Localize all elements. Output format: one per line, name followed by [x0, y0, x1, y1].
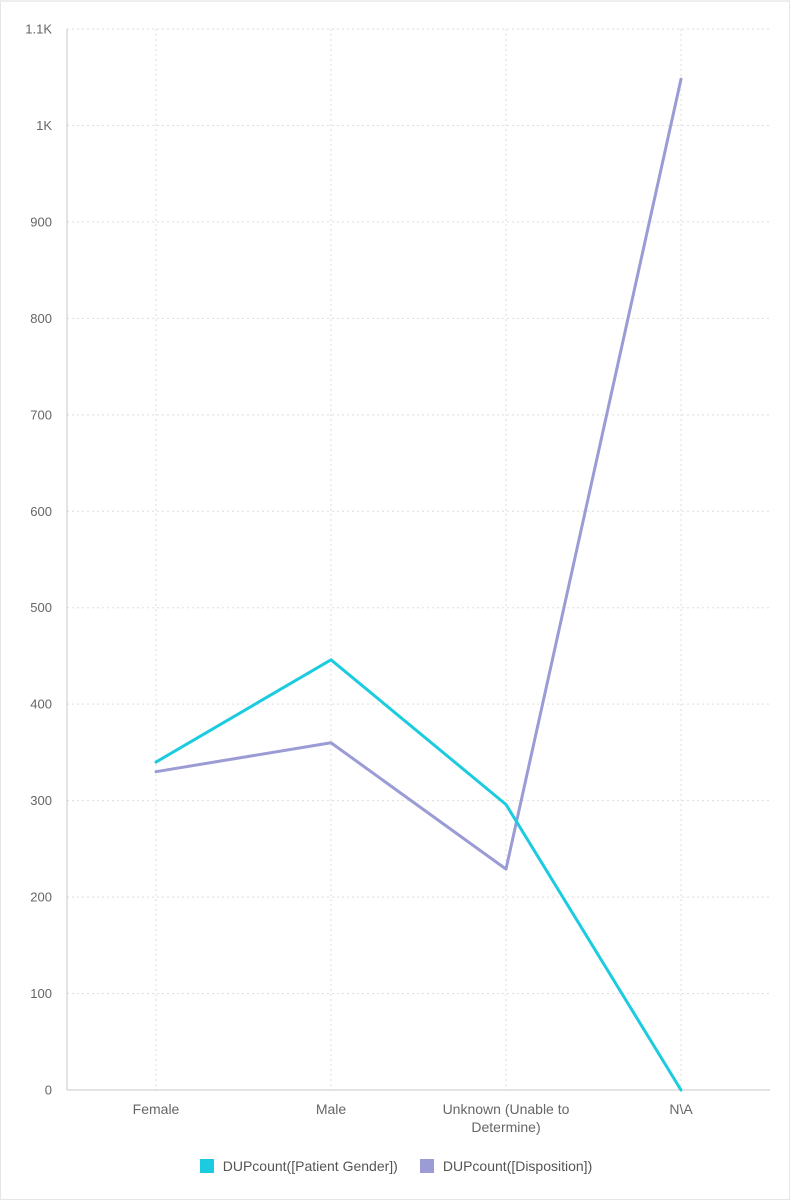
x-axis-tick-labels: Female Male Unknown (Unable to Determine) N\… — [133, 1101, 694, 1135]
series-line-disposition[interactable] — [154, 77, 683, 871]
series-lines — [154, 77, 683, 1092]
line-chart: 0 100 200 300 400 500 600 700 800 900 1K 1.1K Femal… — [25, 22, 770, 1135]
axes — [66, 29, 770, 1091]
y-tick-label: 300 — [30, 793, 52, 808]
x-tick-label: Male — [316, 1101, 347, 1117]
y-tick-label: 700 — [30, 407, 52, 422]
grid-lines — [67, 28, 770, 1090]
series-line-patient-gender[interactable] — [154, 658, 683, 1092]
y-tick-label: 1K — [36, 118, 52, 133]
x-tick-label: Female — [133, 1101, 180, 1117]
y-tick-label: 0 — [45, 1083, 52, 1098]
y-tick-label: 500 — [30, 600, 52, 615]
y-tick-label: 200 — [30, 890, 52, 905]
y-tick-label: 400 — [30, 697, 52, 712]
y-tick-label: 1.1K — [25, 22, 52, 37]
legend: DUPcount([Patient Gender]) DUPcount([Dis… — [0, 1155, 792, 1177]
legend-swatch-patient-gender — [199, 1159, 214, 1173]
x-tick-label: Unknown (Unable to Determine) — [443, 1101, 570, 1135]
y-axis-tick-labels: 0 100 200 300 400 500 600 700 800 900 1K 1.1K — [25, 22, 52, 1098]
legend-item-disposition[interactable]: DUPcount([Disposition]) — [419, 1155, 593, 1177]
y-tick-label: 600 — [30, 504, 52, 519]
x-tick-label: N\A — [669, 1101, 693, 1117]
legend-swatch-disposition — [419, 1159, 434, 1173]
y-tick-label: 800 — [30, 311, 52, 326]
legend-item-patient-gender[interactable]: DUPcount([Patient Gender]) — [199, 1155, 398, 1177]
y-tick-label: 100 — [30, 986, 52, 1001]
y-tick-label: 900 — [30, 214, 52, 229]
legend-label-disposition: DUPcount([Disposition]) — [442, 1158, 593, 1174]
legend-label-patient-gender: DUPcount([Patient Gender]) — [222, 1158, 398, 1174]
